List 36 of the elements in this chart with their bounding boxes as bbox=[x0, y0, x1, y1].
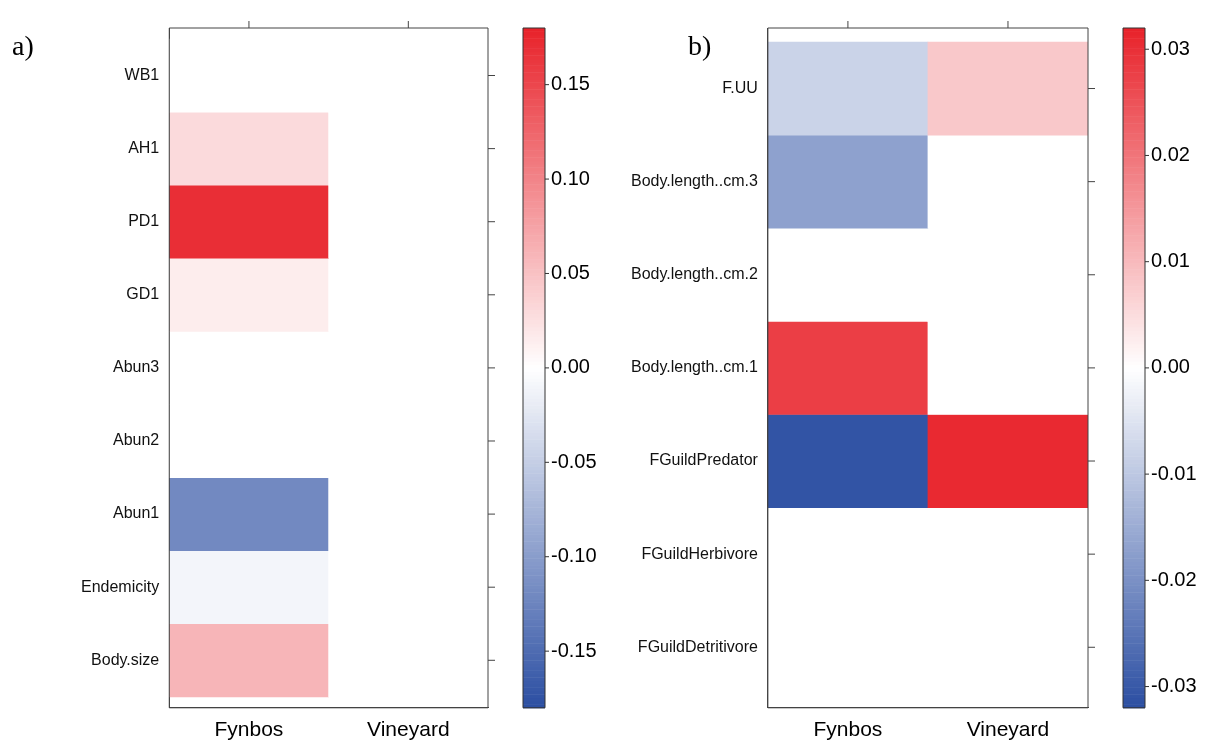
y-tick-label: GD1 bbox=[126, 285, 160, 303]
y-tick-label: Body.length..cm.2 bbox=[630, 265, 758, 283]
color-bar-label: 0.01 bbox=[1151, 249, 1190, 272]
y-tick-label: Abun1 bbox=[112, 504, 160, 522]
y-tick-label: WB1 bbox=[124, 65, 160, 83]
y-tick-label: Body.size bbox=[91, 650, 160, 668]
color-bar-label: 0.05 bbox=[551, 261, 590, 283]
y-tick-label: FGuildHerbivore bbox=[641, 544, 758, 562]
y-tick-label: Body.length..cm.1 bbox=[630, 358, 758, 376]
color-bar-label: -0.05 bbox=[551, 449, 597, 472]
text: b) bbox=[688, 30, 712, 62]
color-bar-label: -0.01 bbox=[1151, 461, 1197, 484]
color-bar-label: 0.03 bbox=[1151, 36, 1190, 59]
color-bar-label: 0.15 bbox=[551, 72, 590, 95]
color-bar-label: 0.00 bbox=[551, 355, 590, 378]
x-tick-label: Fynbos bbox=[214, 717, 284, 741]
y-tick-label: Endemicity bbox=[81, 577, 160, 595]
color-bar-label: 0.10 bbox=[551, 166, 590, 189]
x-tick-label: Vineyard bbox=[966, 717, 1050, 741]
y-tick-label: FGuildDetritivore bbox=[637, 637, 758, 655]
y-tick-label: Body.length..cm.3 bbox=[630, 172, 758, 190]
color-bar-label: -0.15 bbox=[551, 638, 597, 661]
x-tick-label: Vineyard bbox=[367, 717, 450, 741]
y-tick-label: PD1 bbox=[128, 212, 160, 230]
y-tick-label: AH1 bbox=[128, 139, 160, 157]
y-tick-label: Abun3 bbox=[112, 358, 160, 376]
y-tick-label: F.UU bbox=[722, 78, 758, 96]
color-bar-label: 0.00 bbox=[1151, 355, 1190, 378]
y-tick-label: Abun2 bbox=[112, 431, 160, 449]
x-tick-label: Fynbos bbox=[813, 717, 883, 741]
color-bar-label: -0.10 bbox=[551, 544, 597, 567]
color-bar-label: -0.03 bbox=[1151, 674, 1197, 697]
color-bar-label: 0.02 bbox=[1151, 142, 1190, 165]
color-bar-label: -0.02 bbox=[1151, 567, 1197, 590]
y-tick-label: FGuildPredator bbox=[649, 451, 759, 469]
text: a) bbox=[12, 30, 34, 62]
